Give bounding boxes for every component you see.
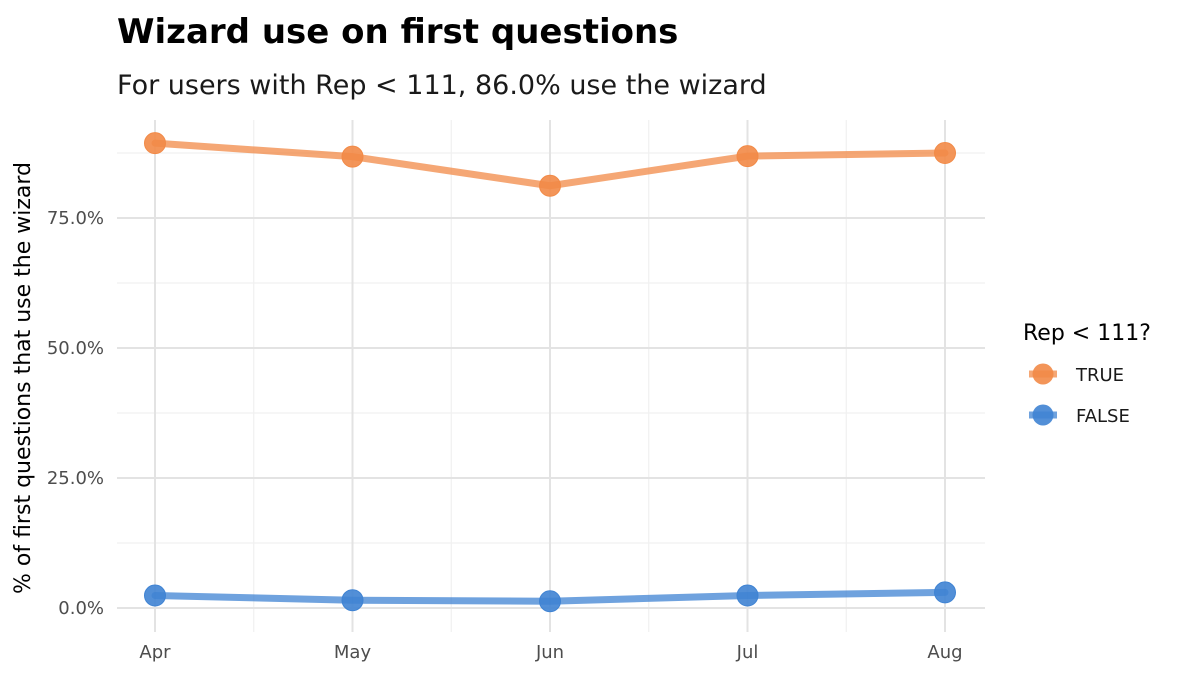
- legend-key-point: [1032, 363, 1054, 385]
- legend-label: TRUE: [1075, 365, 1124, 386]
- data-point: [539, 590, 561, 613]
- series-false: [144, 581, 956, 613]
- data-point: [934, 142, 956, 164]
- legend-key-point: [1032, 404, 1054, 426]
- data-point: [341, 145, 364, 168]
- data-point: [736, 584, 759, 607]
- legend-item-false: FALSE: [1029, 404, 1130, 427]
- x-tick-label: Jun: [535, 642, 564, 663]
- x-tick-label: Aug: [927, 642, 962, 663]
- legend: Rep < 111? TRUE FALSE: [1023, 321, 1151, 427]
- data-point: [539, 174, 561, 197]
- y-axis-label: % of first questions that use the wizard: [11, 162, 36, 594]
- legend-label: FALSE: [1076, 406, 1130, 427]
- y-axis-ticks: 0.0% 25.0% 50.0% 75.0%: [47, 208, 104, 619]
- gridlines: [117, 120, 985, 632]
- series-true: [144, 132, 956, 197]
- x-tick-label: May: [334, 642, 372, 663]
- data-point: [144, 132, 166, 155]
- chart-subtitle: For users with Rep < 111, 86.0% use the …: [117, 70, 767, 101]
- data-point: [341, 589, 364, 612]
- legend-item-true: TRUE: [1029, 363, 1124, 386]
- chart-title: Wizard use on first questions: [117, 12, 678, 52]
- y-tick-label: 0.0%: [58, 598, 104, 619]
- legend-title: Rep < 111?: [1023, 321, 1151, 346]
- data-point: [736, 145, 759, 168]
- x-tick-label: Jul: [736, 642, 759, 663]
- y-tick-label: 50.0%: [47, 338, 104, 359]
- y-tick-label: 25.0%: [47, 468, 104, 489]
- y-tick-label: 75.0%: [47, 208, 104, 229]
- series-group: [144, 132, 956, 613]
- data-point: [144, 584, 166, 607]
- x-axis-ticks: Apr May Jun Jul Aug: [139, 642, 962, 663]
- data-point: [934, 581, 956, 604]
- x-tick-label: Apr: [139, 642, 171, 663]
